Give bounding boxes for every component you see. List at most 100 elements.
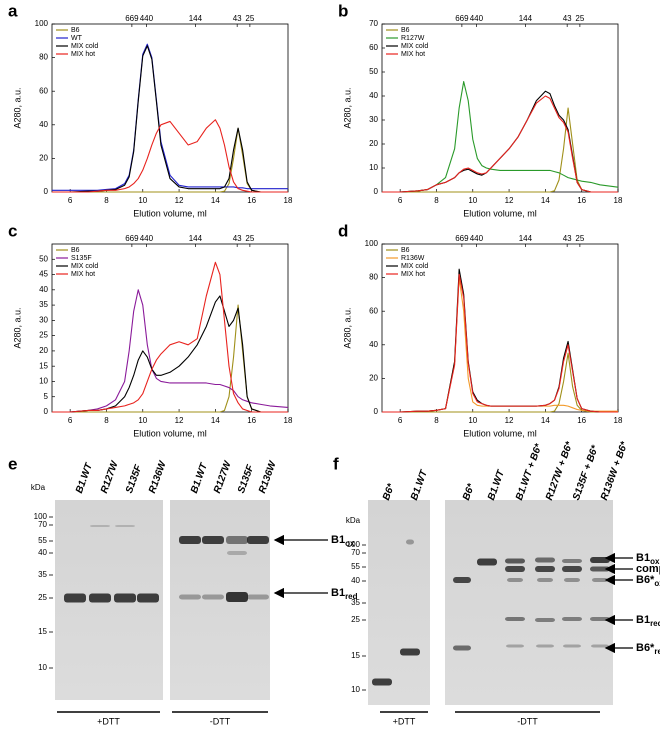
x-tick-label: 18 — [284, 196, 293, 205]
gel-band — [591, 644, 609, 648]
x-tick-label: 8 — [434, 416, 439, 425]
gel-band — [179, 536, 201, 544]
series-line — [382, 352, 618, 413]
mw-label: 43 — [563, 14, 572, 23]
x-tick-label: 14 — [211, 416, 220, 425]
band-label-main: complex — [636, 563, 660, 575]
y-tick-label: 20 — [39, 346, 48, 355]
gel-band — [372, 678, 392, 686]
gel-band — [563, 644, 581, 648]
band-label: B6*red — [636, 642, 660, 656]
legend-label: S135F — [71, 255, 92, 262]
gel-band — [137, 593, 159, 603]
band-label-sub: ox — [650, 557, 660, 566]
band-label: B1ox — [331, 534, 355, 548]
lane-label: S135F — [236, 463, 257, 495]
x-axis-label: Elution volume, ml — [463, 428, 537, 438]
legend-label: WT — [71, 35, 83, 42]
y-tick-label: 25 — [39, 331, 48, 340]
panel-label: b — [338, 1, 348, 20]
ladder-label: 15 — [38, 627, 47, 636]
series-line — [52, 45, 288, 193]
x-axis-label: Elution volume, ml — [463, 208, 537, 218]
x-axis-label: Elution volume, ml — [133, 208, 207, 218]
legend-label: MIX cold — [401, 43, 428, 50]
y-tick-label: 80 — [369, 273, 378, 282]
y-axis-label: A280, a.u. — [342, 307, 352, 348]
x-axis-label: Elution volume, ml — [133, 428, 207, 438]
x-tick-label: 18 — [284, 416, 293, 425]
series-line — [382, 90, 618, 193]
gel-band — [247, 536, 269, 544]
gel-band — [562, 566, 582, 572]
series-line — [382, 277, 618, 413]
gel-band — [505, 558, 525, 564]
panel-label: c — [8, 221, 17, 240]
x-tick-label: 18 — [614, 416, 623, 425]
lane-label: S135F — [124, 463, 145, 495]
band-label-main: B1 — [636, 614, 650, 626]
mw-label: 144 — [519, 234, 533, 243]
gel-band — [226, 536, 248, 544]
x-tick-label: 6 — [398, 416, 403, 425]
y-tick-label: 0 — [374, 407, 379, 416]
band-label-main: B6* — [636, 574, 655, 586]
y-tick-label: 0 — [44, 407, 49, 416]
lane-label: B1.WT — [486, 468, 507, 502]
gel-band — [535, 618, 555, 622]
band-label: B1ox — [636, 552, 660, 566]
series-line — [382, 107, 618, 193]
series-line — [382, 81, 619, 193]
mw-label: 25 — [245, 234, 254, 243]
lane-label: R127W + B6* — [544, 439, 576, 502]
ladder-label: 100 — [34, 512, 48, 521]
legend-label: MIX hot — [401, 271, 425, 278]
band-label: B1red — [636, 614, 660, 628]
y-tick-label: 40 — [39, 285, 48, 294]
band-label-sub: red — [345, 592, 358, 601]
kda-label: kDa — [346, 516, 361, 525]
x-tick-label: 8 — [104, 196, 109, 205]
gel-band — [537, 578, 553, 582]
legend-label: MIX hot — [71, 51, 95, 58]
mw-label: 43 — [233, 14, 242, 23]
mw-label: 669 — [125, 234, 139, 243]
gel-band — [562, 559, 582, 563]
condition-label: +DTT — [393, 716, 416, 726]
band-label-main: B6* — [636, 642, 655, 654]
gel-band — [89, 593, 111, 603]
gel-band — [247, 594, 269, 600]
x-tick-label: 14 — [541, 416, 550, 425]
lane-label: R127W — [99, 458, 121, 495]
x-tick-label: 14 — [541, 196, 550, 205]
lane-label: R136W — [257, 458, 279, 495]
band-label-main: B1 — [636, 552, 650, 564]
legend-label: R127W — [401, 35, 425, 42]
x-tick-label: 16 — [247, 196, 256, 205]
band-label: B1red — [331, 587, 358, 601]
gel-band — [562, 617, 582, 621]
ladder-label: 35 — [351, 598, 360, 607]
band-label: complex — [636, 563, 660, 575]
x-tick-label: 12 — [505, 416, 514, 425]
mw-label: 144 — [189, 234, 203, 243]
ladder-label: 35 — [38, 570, 47, 579]
x-tick-label: 8 — [434, 196, 439, 205]
gel-band — [90, 525, 110, 527]
mw-label: 669 — [125, 14, 139, 23]
y-tick-label: 40 — [369, 91, 378, 100]
mw-label: 25 — [245, 14, 254, 23]
series-line — [52, 304, 288, 413]
y-tick-label: 50 — [369, 67, 378, 76]
gel-band — [507, 578, 523, 582]
x-tick-label: 8 — [104, 416, 109, 425]
ladder-label: 25 — [38, 593, 47, 602]
y-tick-label: 20 — [369, 139, 378, 148]
legend-label: B6 — [71, 27, 80, 34]
mw-label: 25 — [575, 14, 584, 23]
gel-band — [564, 578, 580, 582]
y-tick-label: 50 — [39, 254, 48, 263]
lane-label: B1.WT — [409, 468, 430, 502]
mw-label: 669 — [455, 234, 469, 243]
